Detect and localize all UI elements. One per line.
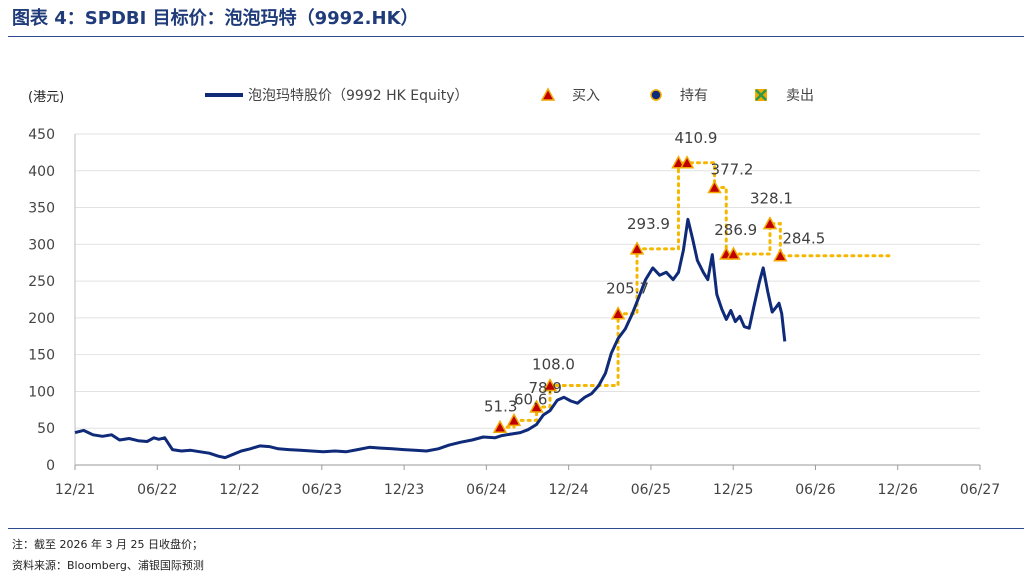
target-price-label: 108.0 (532, 356, 575, 374)
footer-rule (8, 528, 1024, 529)
y-tick-label: 350 (28, 201, 55, 217)
x-tick-label: 12/22 (219, 482, 259, 498)
legend-label-sell: 卖出 (786, 88, 814, 104)
legend-label-buy: 买入 (572, 88, 600, 104)
legend-hold-marker (650, 89, 662, 101)
target-price-label: 293.9 (627, 215, 670, 233)
buy-marker (506, 412, 522, 427)
y-axis-unit-label: (港元) (28, 90, 64, 105)
y-tick-label: 50 (37, 421, 55, 437)
x-tick-label: 12/21 (55, 482, 95, 498)
figure-title: 图表 4：SPDBI 目标价：泡泡玛特（9992.HK） (12, 8, 419, 29)
x-tick-label: 06/23 (302, 482, 342, 498)
x-tick-label: 12/26 (878, 482, 918, 498)
x-tick-label: 12/24 (548, 482, 588, 498)
x-tick-label: 06/25 (631, 482, 671, 498)
target-price-label: 284.5 (782, 230, 825, 248)
y-tick-label: 150 (28, 348, 55, 364)
legend-buy-marker (540, 87, 556, 101)
y-axis: 0 50 100 150 200 250 300 350 400 450 (28, 127, 55, 474)
target-price-label: 410.9 (674, 129, 717, 147)
title-rule (8, 36, 1024, 37)
target-price-label: 328.1 (750, 190, 793, 208)
target-price-label: 286.9 (714, 221, 757, 239)
y-tick-label: 300 (28, 237, 55, 253)
legend-label-price: 泡泡玛特股价（9992 HK Equity） (248, 88, 469, 104)
x-tick-label: 06/22 (137, 482, 177, 498)
buy-marker (529, 399, 544, 413)
source-note: 资料来源：Bloomberg、浦银国际预测 (12, 559, 204, 572)
y-tick-label: 0 (46, 458, 55, 474)
target-price-label: 205.7 (606, 280, 649, 298)
buy-marker (671, 155, 686, 169)
legend-label-hold: 持有 (680, 88, 708, 104)
x-tick-label: 12/25 (713, 482, 753, 498)
buy-marker (610, 306, 626, 320)
x-tick-label: 12/23 (384, 482, 424, 498)
buy-marker (542, 377, 558, 392)
x-tick-label: 06/27 (960, 482, 1000, 498)
target-price-label: 51.3 (484, 397, 517, 415)
x-axis: 12/21 06/22 12/22 06/23 12/23 06/24 12/24 06/25… (55, 465, 1000, 498)
y-tick-label: 100 (28, 384, 55, 400)
x-tick-label: 06/26 (795, 482, 835, 498)
chart-legend: 泡泡玛特股价（9992 HK Equity） 买入 持有 卖出 (205, 87, 814, 104)
footnote: 注：截至 2026 年 3 月 25 日收盘价； (12, 538, 203, 551)
target-price-label: 60.6 (514, 390, 547, 408)
buy-marker (726, 246, 741, 260)
target-price-label: 78.9 (529, 379, 562, 397)
buy-marker (629, 241, 645, 255)
y-tick-label: 200 (28, 311, 55, 327)
x-tick-label: 06/24 (466, 482, 506, 498)
buy-marker (773, 248, 788, 262)
y-tick-label: 400 (28, 164, 55, 180)
buy-marker (679, 155, 695, 169)
target-price-markers (492, 155, 788, 434)
buy-marker (707, 179, 722, 194)
y-tick-label: 450 (28, 127, 55, 143)
target-price-labels: 51.360.678.9 108.0 205.7 293.9 410.9 377.2 286… (484, 129, 825, 416)
chart-gridlines (74, 133, 980, 466)
target-price-label: 377.2 (711, 161, 754, 179)
legend-sell-marker-cross (755, 89, 767, 101)
price-series (74, 217, 787, 460)
buy-marker (492, 419, 508, 434)
buy-marker (762, 216, 778, 230)
price-line (74, 217, 787, 460)
y-tick-label: 250 (28, 274, 55, 290)
